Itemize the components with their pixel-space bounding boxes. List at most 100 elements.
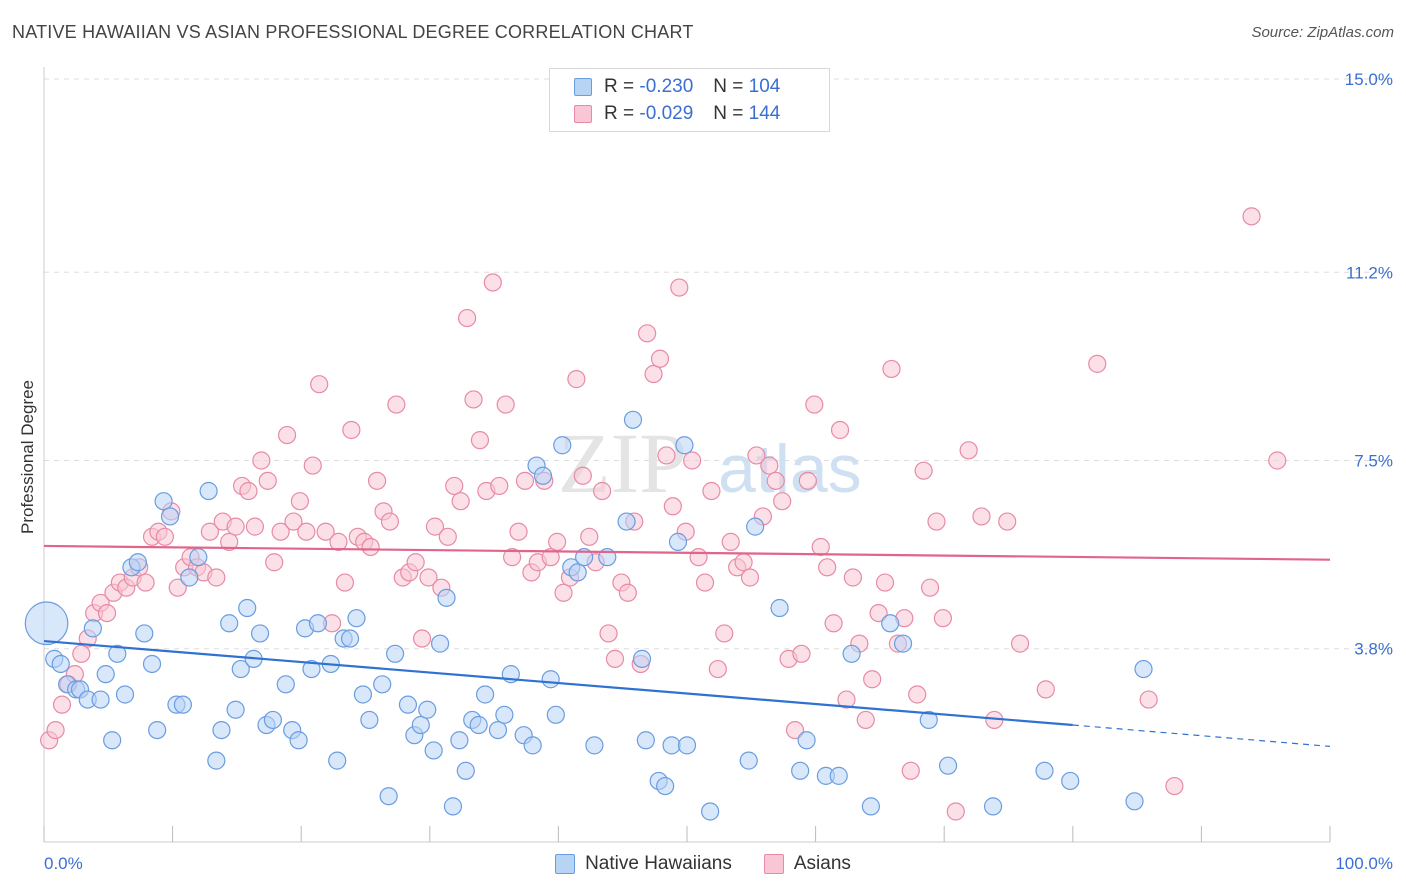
asians-point xyxy=(226,517,245,536)
legend-n-label: N = xyxy=(713,76,744,97)
asians-point xyxy=(329,532,348,551)
asians-point xyxy=(483,273,502,292)
asians-point xyxy=(972,507,991,526)
asians-point xyxy=(721,532,740,551)
asians-point xyxy=(785,720,805,740)
asians-point xyxy=(310,375,329,394)
native-hawaiians-point xyxy=(488,720,508,740)
native-hawaiians-point xyxy=(568,563,587,582)
asians-point xyxy=(457,308,477,328)
asians-point xyxy=(335,573,355,592)
native-hawaiians-point xyxy=(533,466,553,485)
native-hawaiians-point xyxy=(791,761,810,780)
trend-lines xyxy=(43,544,1331,747)
asians-point xyxy=(856,710,875,730)
asians-point xyxy=(284,512,303,531)
asians-point xyxy=(245,517,265,536)
native-hawaiians-point xyxy=(148,720,167,740)
asians-point xyxy=(168,578,187,597)
native-hawaiians-point xyxy=(83,619,102,638)
native-hawaiians-point xyxy=(842,644,861,663)
asians-point xyxy=(773,492,792,511)
asians-point xyxy=(548,532,567,551)
asians-point xyxy=(683,451,702,470)
source-label: Source: ZipAtlas.com xyxy=(1251,24,1394,41)
y-tick-label: 7.5% xyxy=(1354,452,1393,471)
native-hawaiians-point xyxy=(546,705,565,724)
native-hawaiians-point xyxy=(51,654,70,674)
native-hawaiians-point xyxy=(276,675,295,694)
asians-point xyxy=(1139,690,1158,709)
asians-point xyxy=(798,471,817,490)
legend-row-asians: R = -0.029 N = 144 xyxy=(574,102,780,126)
legend-swatch-blue xyxy=(555,854,576,874)
y-tick-label: 3.8% xyxy=(1354,640,1393,659)
legend-item-native-hawaiians[interactable]: Native Hawaiians xyxy=(555,853,732,875)
legend-r-label: R = xyxy=(604,76,635,97)
native-hawaiians-point xyxy=(231,659,250,679)
asians-point xyxy=(618,583,637,602)
asians-point xyxy=(843,568,862,587)
asians-point xyxy=(380,512,400,531)
asians-point xyxy=(277,425,297,445)
asians-point xyxy=(863,670,882,689)
native-hawaiians-point xyxy=(675,436,694,455)
native-hawaiians-point xyxy=(250,624,270,643)
native-hawaiians-point xyxy=(207,751,226,770)
native-hawaiians-point xyxy=(180,568,199,587)
asians-point xyxy=(1010,634,1030,653)
asians-point xyxy=(290,492,310,511)
native-hawaiians-point xyxy=(289,731,308,750)
asians-point xyxy=(734,553,753,572)
legend-n-label: N = xyxy=(713,103,744,124)
asians-point xyxy=(361,537,380,557)
asians-point xyxy=(470,431,490,450)
asians-point xyxy=(155,527,174,546)
native-hawaiians-point xyxy=(430,634,450,653)
native-hawaiians-point xyxy=(160,507,180,526)
native-hawaiians-point xyxy=(238,598,257,618)
native-hawaiians-point xyxy=(770,598,789,618)
asians-point xyxy=(303,456,322,475)
native-hawaiians-point xyxy=(797,731,816,750)
y-tick-label: 11.2% xyxy=(1346,263,1393,282)
legend-swatch-pink xyxy=(763,854,784,874)
native-hawaiians-point xyxy=(226,700,245,719)
asians-point xyxy=(258,471,277,490)
native-hawaiians-point xyxy=(360,710,379,730)
asians-point xyxy=(837,690,856,709)
asians-point xyxy=(46,720,65,740)
asians-point xyxy=(715,624,734,643)
asians-point xyxy=(760,456,779,475)
native-hawaiians-point xyxy=(893,634,913,653)
legend-item-asians[interactable]: Asians xyxy=(763,853,851,875)
legend-r-value: -0.230 xyxy=(639,76,694,97)
asians-point xyxy=(599,624,618,643)
native-hawaiians-point xyxy=(1061,771,1080,791)
native-hawaiians-point xyxy=(328,751,347,770)
asians-point xyxy=(695,573,715,592)
native-hawaiians-point xyxy=(919,710,938,730)
grid-lines xyxy=(44,78,1392,650)
native-hawaiians-point xyxy=(575,548,594,567)
native-hawaiians-point xyxy=(437,588,456,607)
asians-point xyxy=(136,573,155,592)
asians-point xyxy=(207,568,226,587)
asians-point xyxy=(901,761,920,780)
native-hawaiians-point xyxy=(135,624,154,643)
asians-point xyxy=(766,471,785,490)
asians-point xyxy=(927,512,946,531)
asians-point xyxy=(451,492,470,511)
watermark-atlas: atlas xyxy=(718,431,862,507)
asians-point xyxy=(541,548,560,567)
asians-point xyxy=(792,644,811,663)
legend-swatch-blue xyxy=(574,78,592,96)
asians-point xyxy=(869,603,888,623)
native-hawaiians-point xyxy=(739,751,758,770)
asians-point xyxy=(1268,451,1287,470)
asians-point xyxy=(959,441,978,460)
native-hawaiians-point xyxy=(623,410,643,429)
native-hawaiians-point xyxy=(263,710,283,730)
native-hawaiians-point xyxy=(829,766,848,785)
asians-point xyxy=(708,659,727,679)
